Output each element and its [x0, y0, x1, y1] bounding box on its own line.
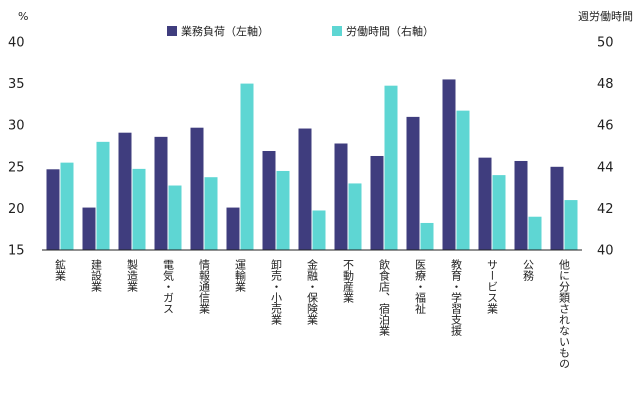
category-label: 金融・保険業 — [306, 258, 319, 325]
category-label: 製造業 — [126, 258, 139, 292]
bar-hours — [204, 177, 218, 250]
bar-hours — [96, 141, 110, 250]
legend-label-hours: 労働時間（右軸） — [346, 24, 434, 38]
category-label: 卸売・小売業 — [270, 258, 283, 325]
right-tick-label: 44 — [597, 160, 614, 175]
left-tick-label: 20 — [8, 202, 25, 217]
category-label: 鉱業 — [54, 258, 67, 281]
category-label: 電気・ガス — [162, 259, 175, 314]
bar-hours — [492, 175, 506, 250]
right-tick-label: 40 — [597, 244, 614, 259]
bar-workload — [298, 128, 312, 250]
bar-hours — [564, 200, 578, 250]
bar-hours — [312, 210, 326, 250]
left-tick-label: 30 — [8, 119, 25, 134]
bar-workload — [370, 155, 384, 250]
legend: 業務負荷（左軸） 労働時間（右軸） — [167, 24, 434, 38]
bar-workload — [262, 150, 276, 250]
bar-workload — [226, 207, 240, 250]
right-tick-label: 46 — [597, 119, 614, 134]
right-tick-label: 48 — [597, 77, 614, 92]
category-label: サービス業 — [486, 259, 499, 314]
category-label: 他に分類されないもの — [558, 259, 571, 369]
bar-hours — [60, 162, 74, 250]
left-tick-label: 40 — [8, 36, 25, 51]
category-label: 飲食店、宿泊業 — [378, 258, 391, 336]
bar-hours — [528, 216, 542, 250]
left-axis: 15 20 25 30 35 40 — [8, 36, 25, 259]
bar-workload — [550, 166, 564, 250]
bars — [46, 79, 578, 251]
bar-workload — [514, 160, 528, 250]
bar-workload — [478, 157, 492, 250]
category-label: 運輸業 — [234, 259, 247, 292]
left-axis-unit: % — [18, 10, 28, 23]
category-label: 医療・福祉 — [414, 259, 427, 315]
category-label: 公務 — [522, 259, 535, 282]
category-label: 情報通信業 — [198, 259, 211, 314]
right-axis-unit: 週労働時間 — [578, 9, 633, 23]
bar-hours — [456, 110, 470, 250]
left-tick-label: 35 — [8, 77, 25, 92]
bar-hours — [420, 222, 434, 250]
category-label: 不動産業 — [342, 259, 355, 303]
right-tick-label: 42 — [597, 202, 614, 217]
legend-swatch-workload — [167, 26, 177, 36]
bar-hours — [348, 183, 362, 250]
bar-workload — [46, 169, 60, 250]
bar-hours — [132, 168, 146, 250]
right-tick-label: 50 — [597, 36, 614, 51]
right-axis: 40 42 44 46 48 50 — [597, 36, 614, 259]
bar-workload — [406, 116, 420, 250]
bar-hours — [168, 185, 182, 250]
legend-label-workload: 業務負荷（左軸） — [181, 24, 269, 38]
bar-hours — [276, 170, 290, 250]
bar-workload — [154, 136, 168, 250]
bar-workload — [118, 132, 132, 250]
left-tick-label: 25 — [8, 160, 25, 175]
category-label: 建設業 — [90, 258, 103, 292]
bar-workload — [334, 143, 348, 250]
bar-hours — [384, 85, 398, 251]
bar-hours — [240, 83, 254, 250]
category-label: 教育・学習支援 — [450, 259, 463, 337]
left-tick-label: 15 — [8, 244, 25, 259]
bar-workload — [442, 79, 456, 250]
bar-workload — [190, 127, 204, 250]
bar-workload — [82, 207, 96, 250]
legend-swatch-hours — [332, 26, 342, 36]
category-labels: 鉱業 建設業 製造業 電気・ガス 情報通信業 運輸業 卸売・小売業 金融・保険業 不動産業 飲食店… — [54, 258, 571, 369]
